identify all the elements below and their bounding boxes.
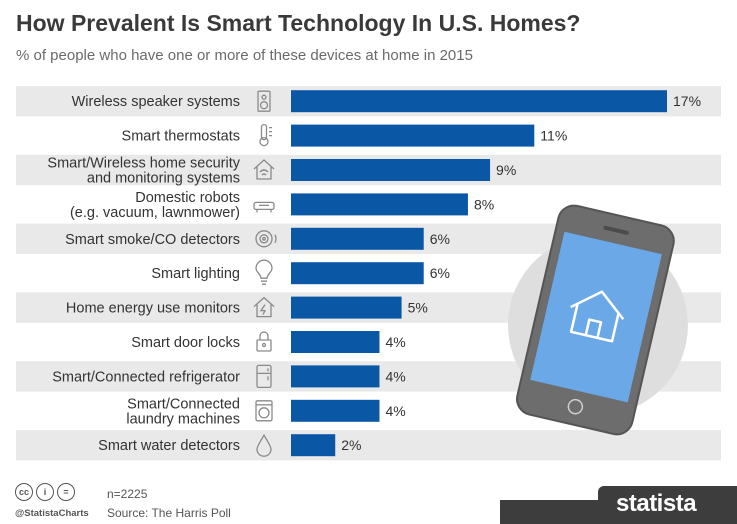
bar-row: Smart door locks 4%: [131, 331, 406, 353]
value-label: 6%: [430, 265, 450, 281]
phone-screen: [530, 231, 662, 403]
chart-subtitle: % of people who have one or more of thes…: [16, 47, 473, 64]
value-label: 4%: [385, 334, 405, 350]
value-label: 8%: [474, 196, 494, 212]
attribution-icon: i: [36, 483, 54, 501]
license-icons: cc i =: [15, 483, 75, 501]
bar: [291, 331, 380, 353]
category-label: Smart/Connected: [127, 396, 240, 412]
category-label: Smart smoke/CO detectors: [65, 232, 240, 248]
bar: [291, 399, 380, 422]
bar: [291, 296, 402, 319]
bar-row: Home energy use monitors 5%: [66, 296, 428, 319]
value-label: 11%: [540, 128, 567, 144]
category-label: and monitoring systems: [87, 171, 240, 187]
cc-icon: cc: [15, 483, 33, 501]
sample-size: n=2225: [107, 487, 148, 501]
category-label: Home energy use monitors: [66, 301, 240, 317]
category-label: Smart door locks: [131, 335, 240, 351]
washing-machine-icon: [255, 400, 273, 422]
bar-row: Wireless speaker systems 17%: [72, 90, 701, 113]
category-label: Smart/Wireless home security: [47, 156, 240, 172]
smartphone-illustration: [508, 204, 688, 436]
category-label: Domestic robots: [135, 190, 240, 206]
no-derivatives-icon: =: [57, 483, 75, 501]
refrigerator-icon: [256, 364, 272, 389]
category-label: Smart lighting: [151, 266, 240, 282]
category-label: Smart/Connected refrigerator: [52, 369, 240, 385]
energy-monitor-icon: [253, 296, 275, 318]
bar: [291, 227, 424, 250]
category-label: (e.g. vacuum, lawnmower): [70, 205, 240, 221]
bar: [291, 124, 535, 147]
bar: [291, 90, 667, 113]
social-handle: @StatistaCharts: [15, 508, 89, 519]
category-label: Smart water detectors: [98, 438, 240, 454]
value-label: 5%: [408, 300, 428, 316]
chart-title: How Prevalent Is Smart Technology In U.S…: [16, 10, 581, 36]
bar-row: Domestic robots(e.g. vacuum, lawnmower) 8…: [70, 190, 494, 221]
lightbulb-icon: [255, 259, 273, 285]
smoke-detector-icon: [255, 230, 277, 248]
robot-vacuum-icon: [253, 201, 275, 213]
speaker-icon: [257, 90, 271, 112]
statista-logo: statista: [616, 490, 697, 517]
bar: [291, 434, 336, 457]
brand-tab: [598, 486, 737, 524]
category-label: Wireless speaker systems: [72, 94, 240, 110]
house-screen-icon: [569, 290, 625, 343]
water-drop-icon: [256, 433, 272, 457]
bar: [291, 193, 468, 216]
phone-home-button: [567, 398, 584, 415]
category-label: Smart thermostats: [122, 129, 240, 145]
bar: [291, 159, 491, 181]
value-label: 17%: [673, 93, 701, 109]
bar-row: Smart thermostats 11%: [122, 123, 567, 147]
bar-row: Smart lighting 6%: [151, 259, 450, 285]
category-label: laundry machines: [126, 411, 240, 427]
value-label: 4%: [385, 368, 405, 384]
bar-row: Smart/Connected refrigerator 4%: [52, 364, 406, 389]
home-security-icon: [253, 159, 275, 180]
value-label: 2%: [341, 437, 361, 453]
row-stripe: [16, 430, 721, 461]
value-label: 9%: [496, 162, 516, 178]
bar-row: Smart smoke/CO detectors 6%: [65, 227, 450, 250]
value-label: 4%: [385, 403, 405, 419]
bar: [291, 262, 424, 285]
thermometer-icon: [259, 123, 272, 147]
phone-speaker: [603, 225, 629, 235]
bar: [291, 365, 380, 388]
value-label: 6%: [430, 231, 450, 247]
source-note: Source: The Harris Poll: [107, 506, 231, 520]
door-lock-icon: [256, 331, 272, 352]
bar-row: Smart water detectors 2%: [98, 433, 361, 457]
